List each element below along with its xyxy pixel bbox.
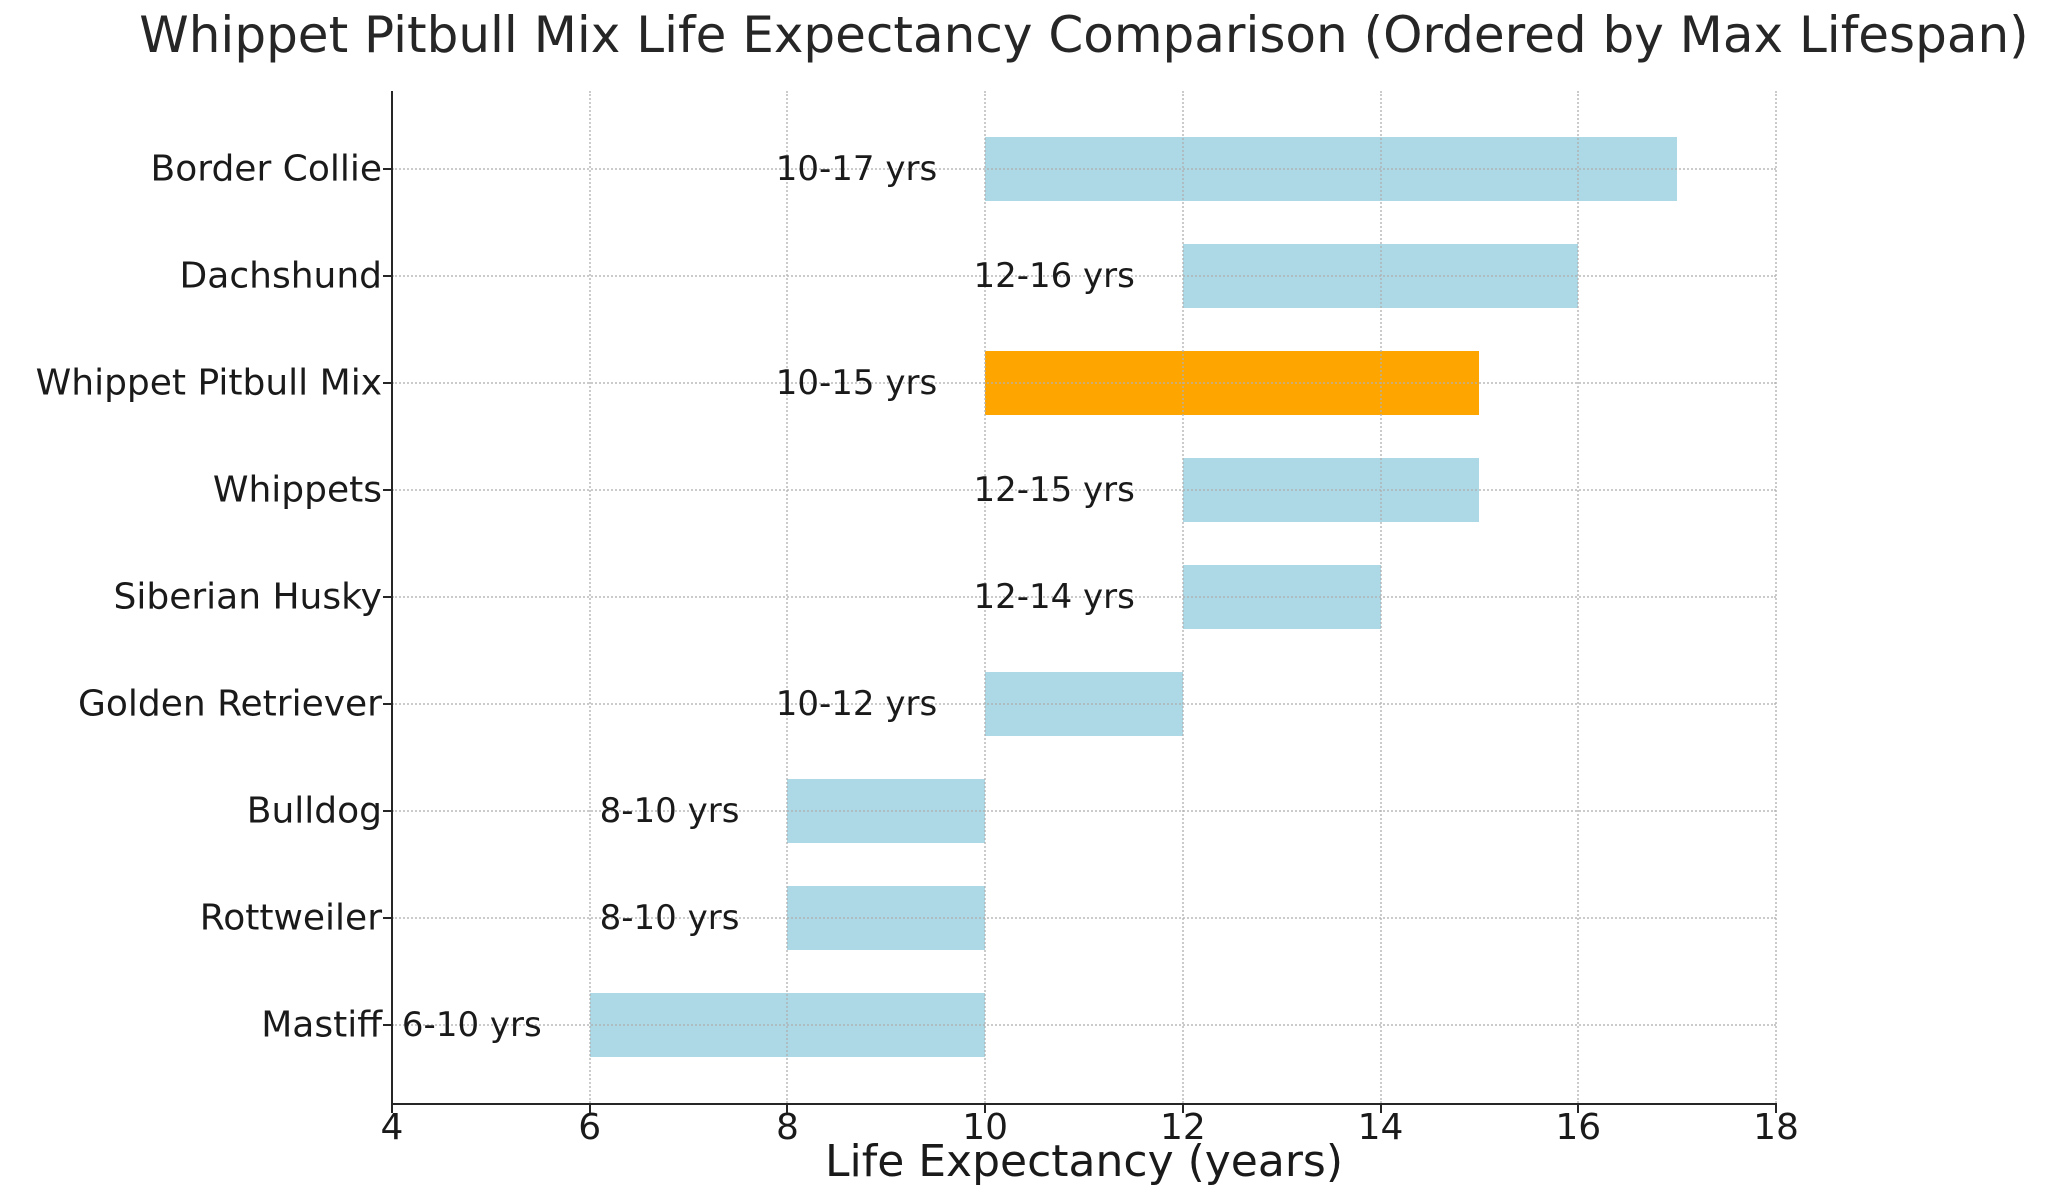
- y-tick-mark: [383, 810, 392, 812]
- x-tick-mark: [984, 1103, 987, 1113]
- bar-bulldog: [787, 779, 986, 843]
- y-tick-mark: [383, 275, 392, 277]
- bar-range-label-border-collie: 10-17 yrs: [775, 149, 938, 189]
- bar-rottweiler: [787, 886, 986, 950]
- bar-whippet-pitbull-mix: [985, 351, 1480, 415]
- x-tick-mark: [1181, 1103, 1184, 1113]
- y-tick-mark: [383, 382, 392, 384]
- x-tick-mark: [786, 1103, 789, 1113]
- bar-range-label-whippets: 12-15 yrs: [973, 470, 1135, 510]
- y-axis-label-golden-retriever: Golden Retriever: [77, 683, 382, 725]
- bar-mastiff: [589, 993, 986, 1057]
- bar-range-label-dachshund: 12-16 yrs: [973, 256, 1135, 296]
- y-axis-spine: [391, 91, 393, 1105]
- y-tick-mark: [383, 1024, 392, 1026]
- y-axis-label-bulldog: Bulldog: [246, 790, 382, 832]
- x-tick-mark: [588, 1103, 591, 1113]
- x-tick-label: 16: [1555, 1107, 1602, 1148]
- x-tick-mark: [1577, 1103, 1580, 1113]
- y-tick-mark: [383, 703, 392, 705]
- bar-golden-retriever: [985, 672, 1183, 736]
- y-tick-mark: [383, 596, 392, 598]
- x-tick-label: 4: [380, 1107, 404, 1148]
- bar-range-label-whippet-pitbull-mix: 10-15 yrs: [775, 363, 938, 403]
- x-tick-label: 6: [578, 1107, 602, 1148]
- bar-border-collie: [985, 137, 1678, 201]
- x-tick-label: 12: [1159, 1107, 1206, 1148]
- x-tick-mark: [1379, 1103, 1382, 1113]
- y-axis-label-rottweiler: Rottweiler: [199, 897, 382, 939]
- y-axis-label-border-collie: Border Collie: [150, 148, 382, 190]
- y-tick-mark: [383, 168, 392, 170]
- bar-whippets: [1182, 458, 1480, 522]
- bar-range-label-mastiff: 6-10 yrs: [401, 1005, 542, 1045]
- bar-range-label-siberian-husky: 12-14 yrs: [973, 577, 1135, 617]
- x-tick-mark: [1775, 1103, 1777, 1113]
- bar-range-label-bulldog: 8-10 yrs: [599, 791, 740, 831]
- x-tick-label: 14: [1357, 1107, 1404, 1148]
- y-tick-mark: [383, 489, 392, 491]
- y-axis-label-mastiff: Mastiff: [261, 1004, 382, 1046]
- y-axis-label-whippets: Whippets: [212, 469, 382, 511]
- bar-dachshund: [1182, 244, 1579, 308]
- x-axis-spine: [391, 1103, 1777, 1105]
- y-axis-label-siberian-husky: Siberian Husky: [113, 576, 383, 618]
- y-axis-label-whippet-pitbull-mix: Whippet Pitbull Mix: [35, 362, 382, 404]
- y-tick-mark: [383, 917, 392, 919]
- x-tick-label: 10: [962, 1107, 1009, 1148]
- x-tick-label: 8: [775, 1107, 799, 1148]
- x-axis-title: Life Expectancy (years): [824, 1136, 1344, 1187]
- y-axis-label-dachshund: Dachshund: [179, 255, 382, 297]
- bar-siberian-husky: [1182, 565, 1381, 629]
- bar-range-label-golden-retriever: 10-12 yrs: [775, 684, 938, 724]
- x-tick-mark: [391, 1103, 393, 1113]
- plot-area: 10-17 yrs 12-16 yrs 10-15 yrs 12-15 yrs 12-1…: [391, 91, 1777, 1103]
- bar-range-label-rottweiler: 8-10 yrs: [599, 898, 740, 938]
- chart-title: Whippet Pitbull Mix Life Expectancy Comp…: [139, 6, 2029, 64]
- x-tick-label: 18: [1753, 1107, 1799, 1148]
